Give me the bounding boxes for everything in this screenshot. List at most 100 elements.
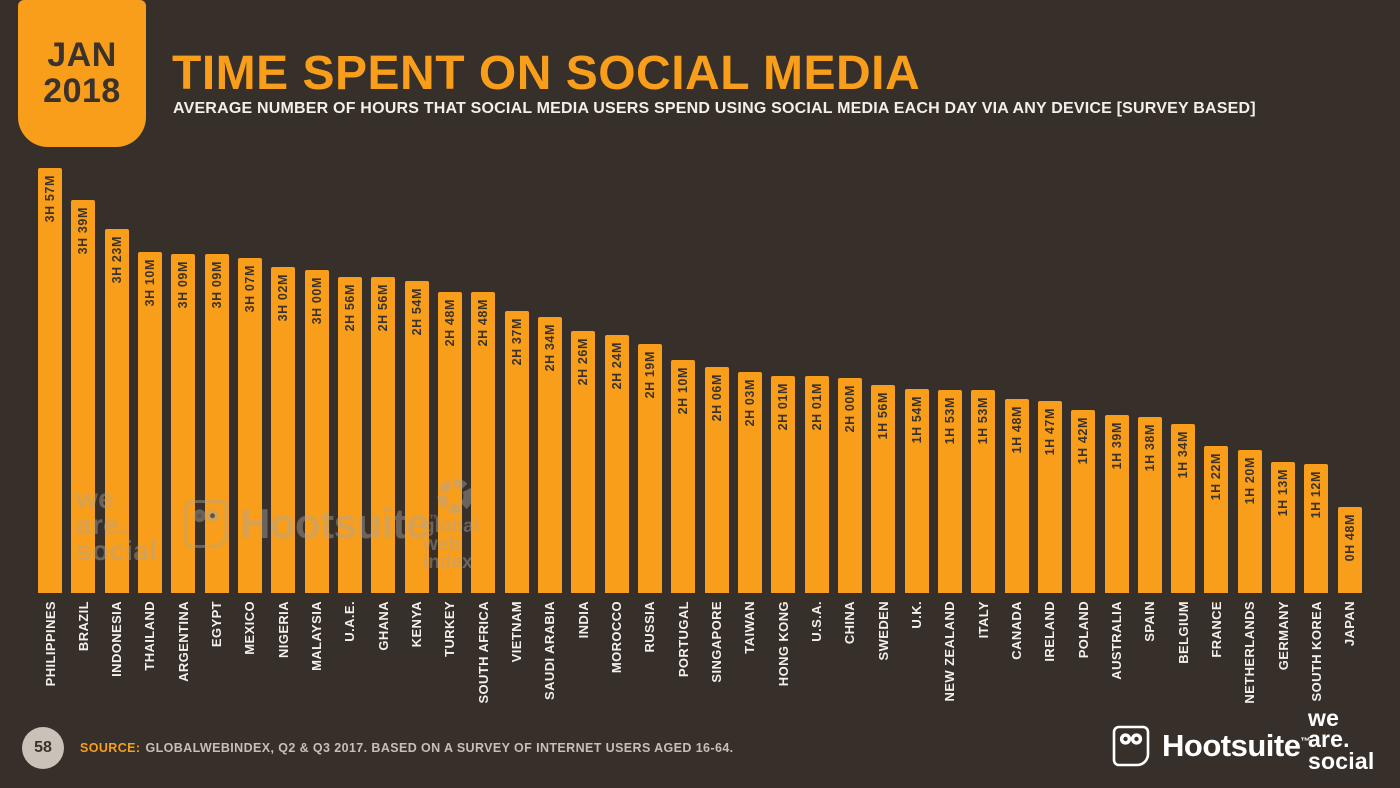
bar-column: 2H 24M <box>604 168 629 593</box>
bar-nigeria: 3H 02M <box>271 267 296 593</box>
bar-column: 1H 20M <box>1237 168 1262 593</box>
country-label-text: SPAIN <box>1142 601 1158 642</box>
bar-column: 0H 48M <box>1337 168 1362 593</box>
bar-japan: 0H 48M <box>1337 507 1362 593</box>
country-label: GERMANY <box>1271 601 1295 670</box>
bar-value-label: 3H 09M <box>209 261 224 309</box>
bar-egypt: 3H 09M <box>204 254 229 593</box>
country-label-text: FRANCE <box>1208 601 1224 658</box>
country-label-text: JAPAN <box>1342 601 1358 647</box>
bar-value-label: 1H 42M <box>1076 417 1091 465</box>
bar-netherlands: 1H 20M <box>1237 450 1262 593</box>
country-label-text: MOROCCO <box>609 601 625 674</box>
country-label: MEXICO <box>238 601 262 655</box>
country-label: U.A.E. <box>338 601 362 642</box>
country-label-text: SOUTH KOREA <box>1308 601 1324 702</box>
bar-value-label: 2H 56M <box>342 284 357 332</box>
bar-value-label: 3H 02M <box>276 274 291 322</box>
country-label-text: CHINA <box>842 601 858 645</box>
bar-column: 1H 53M <box>971 168 996 593</box>
country-label: RUSSIA <box>638 601 662 653</box>
bar-new-zealand: 1H 53M <box>937 390 962 593</box>
country-label-text: NETHERLANDS <box>1242 601 1258 704</box>
country-label-text: BRAZIL <box>75 601 91 652</box>
country-label-text: TURKEY <box>442 601 458 657</box>
bar-value-label: 2H 10M <box>676 367 691 415</box>
bar-value-label: 1H 39M <box>1109 422 1124 470</box>
bar-canada: 1H 48M <box>1004 399 1029 593</box>
bar-value-label: 1H 47M <box>1042 408 1057 456</box>
country-label: SOUTH KOREA <box>1304 601 1328 701</box>
bar-u-s-a: 2H 01M <box>804 376 829 593</box>
country-label-text: VIETNAM <box>509 601 525 663</box>
bar-column: 2H 56M <box>371 168 396 593</box>
bar-column: 2H 48M <box>437 168 462 593</box>
country-label: INDIA <box>571 601 595 638</box>
country-label-text: NIGERIA <box>275 601 291 658</box>
country-label: POLAND <box>1071 601 1095 658</box>
bar-column: 1H 47M <box>1037 168 1062 593</box>
country-label: INDONESIA <box>105 601 129 677</box>
country-label-text: INDONESIA <box>109 601 125 677</box>
bar-value-label: 1H 12M <box>1309 471 1324 519</box>
country-label: KENYA <box>405 601 429 647</box>
bar-column: 2H 03M <box>737 168 762 593</box>
hootsuite-logo-word: Hootsuite <box>1162 728 1301 763</box>
bar-mexico: 3H 07M <box>237 258 262 593</box>
country-label-text: HONG KONG <box>775 601 791 687</box>
bar-value-label: 1H 48M <box>1009 406 1024 454</box>
source-text: GLOBALWEBINDEX, Q2 & Q3 2017. BASED ON A… <box>145 741 734 755</box>
hootsuite-owl-icon <box>1112 725 1150 767</box>
bar-ireland: 1H 47M <box>1037 401 1062 593</box>
bar-u-k: 1H 54M <box>904 389 929 593</box>
bar-south-korea: 1H 12M <box>1304 464 1329 593</box>
bar-portugal: 2H 10M <box>671 360 696 593</box>
bar-value-label: 2H 06M <box>709 374 724 422</box>
bar-column: 1H 13M <box>1271 168 1296 593</box>
bar-value-label: 1H 34M <box>1176 431 1191 479</box>
bar-india: 2H 26M <box>571 331 596 593</box>
bar-column: 3H 10M <box>137 168 162 593</box>
bar-column: 3H 07M <box>237 168 262 593</box>
bar-column: 2H 01M <box>771 168 796 593</box>
page-title: TIME SPENT ON SOCIAL MEDIA <box>172 47 921 100</box>
bar-column: 2H 56M <box>337 168 362 593</box>
trademark-symbol: ™ <box>1300 736 1310 748</box>
bars-row: 3H 57M 3H 39M 3H 23M 3H 10M 3H 09M 3H 09M 3H 0… <box>38 168 1362 593</box>
bar-value-label: 1H 54M <box>909 396 924 444</box>
bar-value-label: 2H 48M <box>442 299 457 347</box>
bar-column: 2H 26M <box>571 168 596 593</box>
country-label: NEW ZEALAND <box>938 601 962 701</box>
country-label: HONG KONG <box>771 601 795 686</box>
bar-china: 2H 00M <box>837 378 862 593</box>
bar-column: 1H 54M <box>904 168 929 593</box>
country-label: NIGERIA <box>271 601 295 658</box>
country-label: ITALY <box>971 601 995 638</box>
bar-column: 1H 39M <box>1104 168 1129 593</box>
bar-column: 1H 42M <box>1071 168 1096 593</box>
country-label-text: ITALY <box>975 601 991 639</box>
bar-column: 1H 12M <box>1304 168 1329 593</box>
bar-column: 1H 53M <box>937 168 962 593</box>
bar-column: 2H 19M <box>637 168 662 593</box>
bar-value-label: 2H 19M <box>642 351 657 399</box>
bar-italy: 1H 53M <box>971 390 996 593</box>
categories-row: PHILIPPINES BRAZIL INDONESIA THAILAND ARGENT… <box>38 601 1362 716</box>
country-label-text: IRELAND <box>1042 601 1058 662</box>
country-label: BRAZIL <box>71 601 95 651</box>
country-label-text: ARGENTINA <box>175 601 191 682</box>
country-label: EGYPT <box>205 601 229 647</box>
country-label-text: CANADA <box>1009 601 1025 660</box>
we-are-social-line: are. <box>1308 726 1350 753</box>
bar-philippines: 3H 57M <box>38 168 62 593</box>
country-label-text: EGYPT <box>209 601 225 648</box>
bar-value-label: 2H 37M <box>509 318 524 366</box>
bar-spain: 1H 38M <box>1137 417 1162 593</box>
bar-column: 3H 57M <box>38 168 62 593</box>
bar-france: 1H 22M <box>1204 446 1229 593</box>
bar-value-label: 2H 26M <box>576 338 591 386</box>
bar-taiwan: 2H 03M <box>737 372 762 593</box>
bar-value-label: 3H 00M <box>309 277 324 325</box>
page-number-badge: 58 <box>22 727 64 769</box>
country-label: SOUTH AFRICA <box>471 601 495 704</box>
